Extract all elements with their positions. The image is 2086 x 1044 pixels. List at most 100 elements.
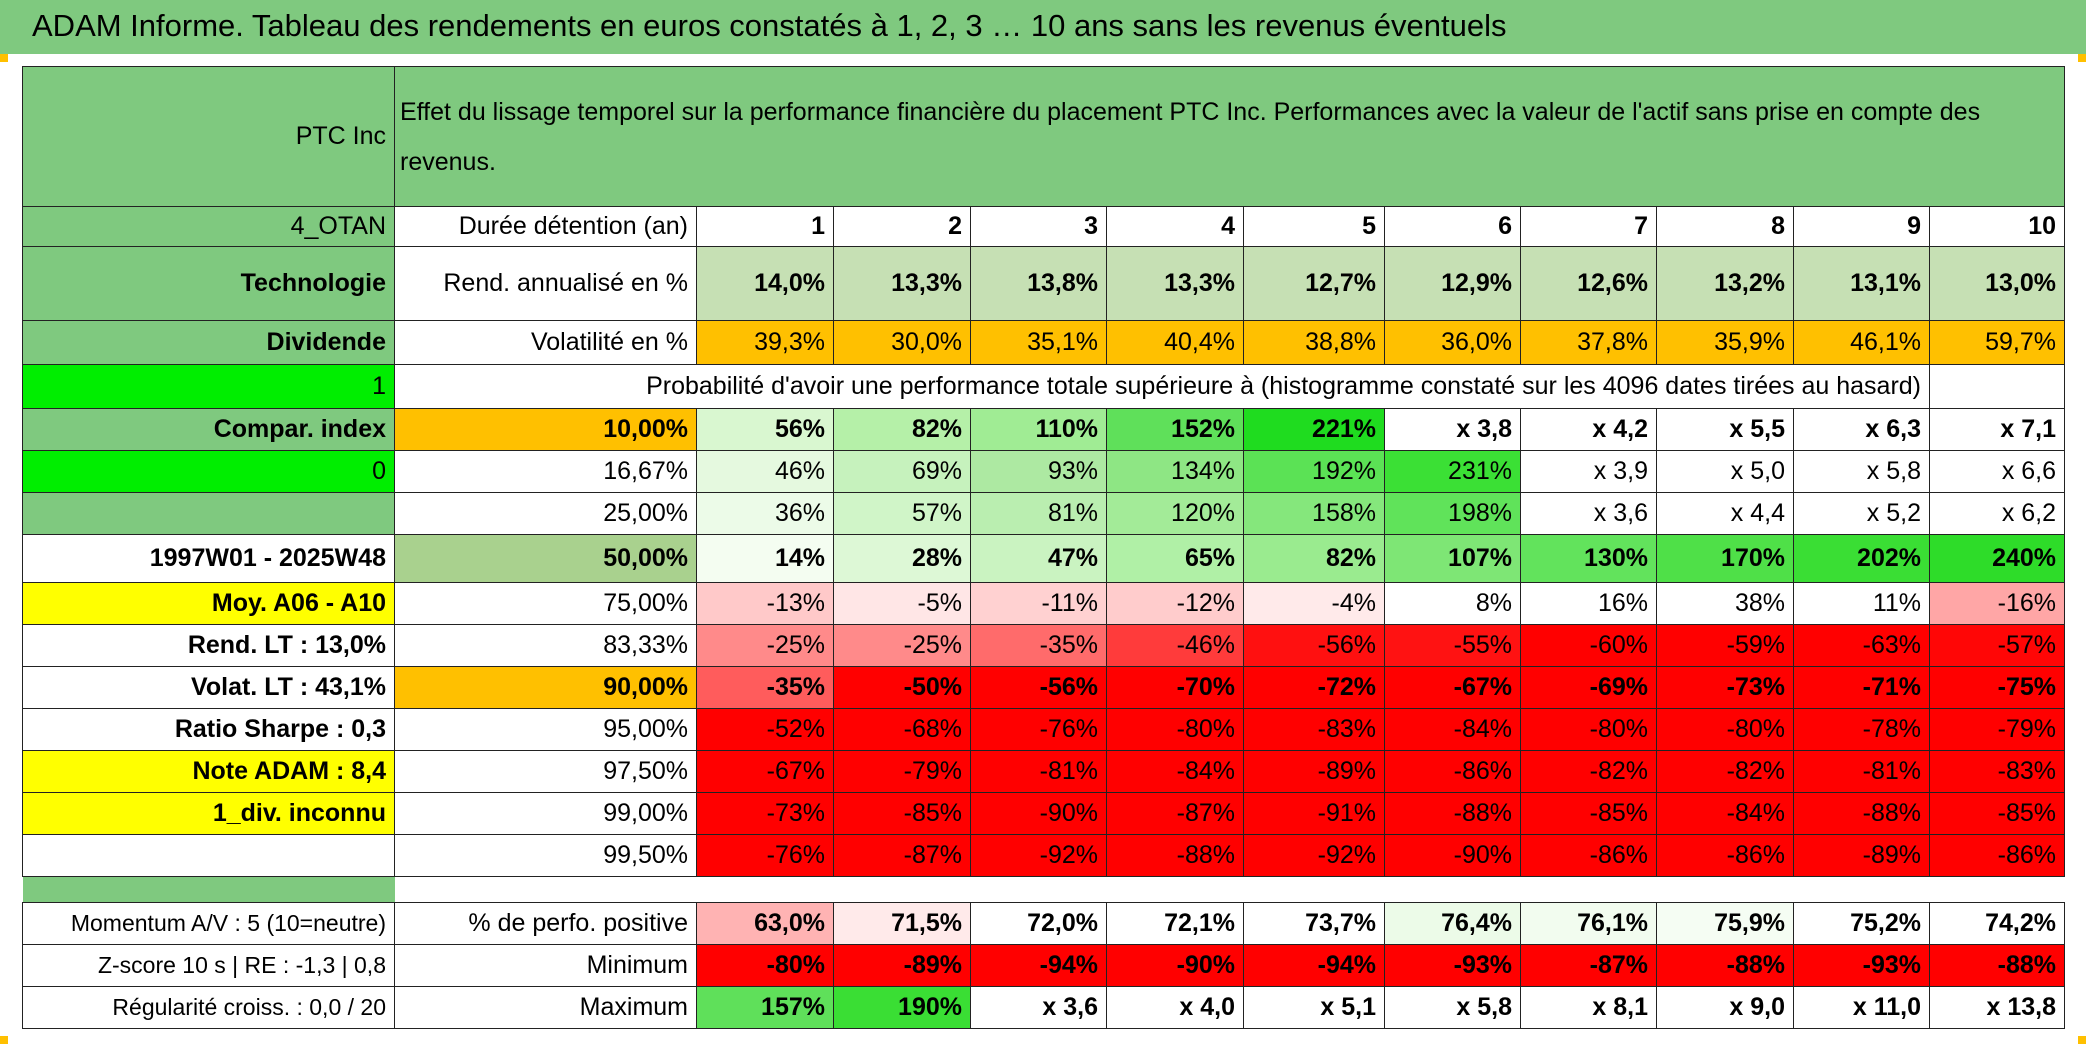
percentile-value: 57% [833,492,971,535]
flag-zero: 0 [22,450,395,493]
maximum-value: x 9,0 [1656,986,1794,1029]
percentile-value: 221% [1243,408,1385,451]
percentile-value: -50% [833,666,971,709]
percentile-row: 1_div. inconnu 99,00% -73% -85% -90% -87% -91%… [22,792,2066,835]
annualized-return-value: 13,3% [833,246,971,321]
minimum-row: Z-score 10 s | RE : -1,3 | 0,8 Minimum -80… [22,944,2066,987]
percentile-value: -57% [1928,624,2066,667]
percentile-value: 82% [833,408,971,451]
annualized-return-label: Rend. annualisé en % [394,246,697,321]
percentile-value: -81% [1793,750,1930,793]
percentile-value: -25% [833,624,971,667]
volatility-value: 46,1% [1793,320,1930,365]
empty-cell [394,876,697,903]
maximum-row: Régularité croiss. : 0,0 / 20 Maximum 157%… [22,986,2066,1029]
sharpe-ratio: Ratio Sharpe : 0,3 [22,708,395,751]
percentile-value: -89% [1793,834,1930,877]
percentile-value: -13% [696,582,834,625]
annualized-return-row: Technologie Rend. annualisé en % 14,0% 13,3… [22,246,2066,321]
percentile-value: 110% [970,408,1107,451]
volatility-value: 59,7% [1928,320,2066,365]
annualized-return-value: 13,2% [1656,246,1794,321]
minimum-value: -90% [1106,944,1244,987]
long-term-volatility: Volat. LT : 43,1% [22,666,395,709]
percentile-value: -85% [833,792,971,835]
percentile-value: -56% [1243,624,1385,667]
percentile-value: 36% [696,492,834,535]
percentile-value: 81% [970,492,1107,535]
percentile-threshold: 97,50% [394,750,697,793]
corner-marker [2078,54,2086,62]
year-header: 8 [1656,206,1794,247]
percentile-value: 231% [1384,450,1521,493]
percentile-value: -85% [1928,792,2066,835]
percentile-value: 198% [1384,492,1521,535]
percentile-value: -78% [1793,708,1930,751]
percentile-value: -73% [696,792,834,835]
annualized-return-value: 12,6% [1520,246,1657,321]
positive-performance-row: Momentum A/V : 5 (10=neutre)% de perfo. … [22,902,2066,945]
annualized-return-value: 13,1% [1793,246,1930,321]
percentile-value: 46% [696,450,834,493]
percentile-row: Note ADAM : 8,4 97,50% -67% -79% -81% -84% -89… [22,750,2066,793]
percentile-value: 56% [696,408,834,451]
percentile-threshold: 10,00% [394,408,697,451]
percentile-value: -69% [1520,666,1657,709]
percentile-value: -80% [1106,708,1244,751]
empty-cell [1384,876,1521,903]
percentile-value: -88% [1106,834,1244,877]
percentile-row: 25,00% 36% 57% 81% 120% 158% 198% x 3,6 x 4,4 x 5… [22,492,2066,535]
maximum-value: x 13,8 [1928,986,2066,1029]
momentum-label: Momentum A/V : 5 (10=neutre) [22,902,395,945]
percentile-value: 47% [970,534,1107,583]
percentile-row: Volat. LT : 43,1% 90,00% -35% -50% -56% -70% -… [22,666,2066,709]
annualized-return-value: 12,7% [1243,246,1385,321]
percentile-value: -89% [1243,750,1385,793]
minimum-value: -94% [1243,944,1385,987]
volatility-value: 35,9% [1656,320,1794,365]
volatility-row: Dividende Volatilité en % 39,3% 30,0% 35,1% 4… [22,320,2066,365]
percentile-value: -88% [1793,792,1930,835]
percentile-value: 192% [1243,450,1385,493]
percentile-value: -5% [833,582,971,625]
percentile-value: 170% [1656,534,1794,583]
percentile-value: x 5,0 [1656,450,1794,493]
probability-label: Probabilité d'avoir une performance tota… [394,364,1930,409]
positive-performance-value: 73,7% [1243,902,1385,945]
dividend-status: 1_div. inconnu [22,792,395,835]
empty-cell [1243,876,1385,903]
percentile-threshold: 25,00% [394,492,697,535]
year-header: 10 [1928,206,2066,247]
percentile-value: -46% [1106,624,1244,667]
empty-cell [1520,876,1657,903]
minimum-value: -93% [1793,944,1930,987]
year-header: 5 [1243,206,1385,247]
positive-performance-value: 74,2% [1928,902,2066,945]
report-title: ADAM Informe. Tableau des rendements en … [32,8,1507,43]
minimum-value: -80% [696,944,834,987]
percentile-value: -11% [970,582,1107,625]
percentile-value: x 6,3 [1793,408,1930,451]
percentile-value: -35% [696,666,834,709]
percentile-value: -82% [1520,750,1657,793]
percentile-value: -90% [1384,834,1521,877]
compar-index-label: Compar. index [22,408,395,451]
maximum-label: Maximum [394,986,697,1029]
corner-marker [0,1036,8,1044]
percentile-value: x 3,6 [1520,492,1657,535]
positive-performance-value: 72,0% [970,902,1107,945]
percentile-value: -85% [1520,792,1657,835]
percentile-value: 158% [1243,492,1385,535]
annualized-return-value: 13,0% [1928,246,2066,321]
percentile-value: 107% [1384,534,1521,583]
long-term-return: Rend. LT : 13,0% [22,624,395,667]
period-label: 1997W01 - 2025W48 [22,534,395,583]
adam-score: Note ADAM : 8,4 [22,750,395,793]
positive-performance-value: 72,1% [1106,902,1244,945]
percentile-value: 93% [970,450,1107,493]
empty-cell [1793,876,1930,903]
percentile-value: 240% [1928,534,2066,583]
percentile-value: -76% [696,834,834,877]
annualized-return-value: 13,3% [1106,246,1244,321]
returns-table: PTC Inc Effet du lissage temporel sur la … [22,66,2066,1029]
